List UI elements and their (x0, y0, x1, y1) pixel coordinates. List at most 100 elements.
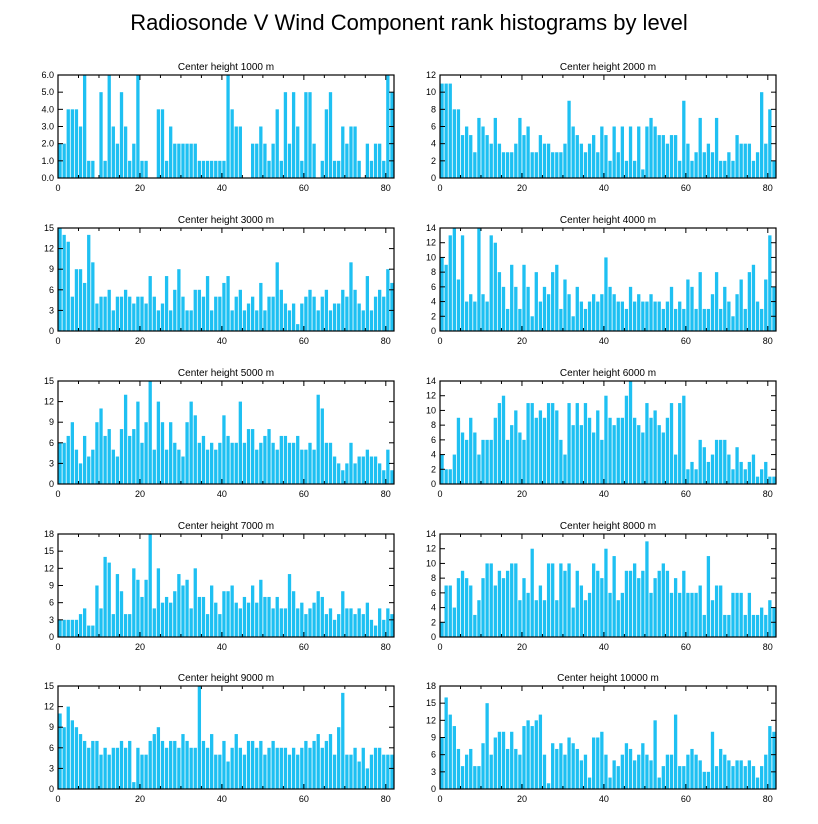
histogram-bar (530, 548, 534, 637)
histogram-bar (514, 563, 518, 637)
histogram-bar (304, 296, 308, 331)
histogram-bar (107, 289, 111, 331)
histogram-bar (115, 143, 120, 178)
histogram-bar (390, 470, 394, 484)
y-tick-label: 12 (426, 70, 436, 80)
x-tick-label: 20 (135, 794, 145, 804)
histogram-bar (551, 272, 555, 331)
plot-frame (439, 380, 777, 485)
histogram-bar (612, 760, 616, 789)
histogram-bar (373, 625, 378, 637)
histogram-bar (747, 592, 752, 637)
histogram-bar (481, 578, 485, 637)
histogram-bar (382, 470, 386, 484)
histogram-bar (156, 727, 161, 789)
histogram-bar (316, 394, 320, 484)
histogram-bar (641, 169, 645, 178)
histogram-bar (481, 743, 485, 789)
x-tick-label: 0 (437, 642, 442, 652)
histogram-bar (337, 463, 341, 484)
histogram-bar (571, 607, 575, 637)
x-tick-label: 40 (217, 183, 227, 193)
histogram-bar (473, 152, 477, 178)
y-tick-label: 8 (431, 104, 436, 114)
histogram-bar (444, 585, 448, 637)
histogram-bar (91, 449, 95, 484)
histogram-bar (604, 395, 608, 484)
y-tick-label: 6 (431, 750, 436, 760)
histogram-bar (723, 754, 727, 789)
histogram-bar (596, 570, 600, 637)
histogram-bar (119, 740, 124, 789)
histogram-bar (583, 600, 588, 637)
histogram-bar (563, 754, 567, 789)
histogram-bar (66, 241, 70, 331)
y-tick-label: 3.0 (41, 122, 54, 132)
histogram-bar (341, 470, 345, 484)
histogram-bar (768, 726, 772, 789)
histogram-bar (510, 152, 514, 178)
histogram-bar (686, 592, 690, 637)
histogram-bar (238, 747, 242, 789)
histogram-bar (119, 296, 124, 331)
histogram-bar (201, 435, 206, 484)
histogram-bar (481, 126, 485, 178)
histogram-bar (768, 476, 772, 484)
y-tick-label: 0 (431, 632, 436, 642)
histogram-bar (760, 308, 764, 331)
histogram-bar (747, 760, 752, 789)
histogram-bar (657, 777, 661, 789)
histogram-bar (123, 747, 128, 789)
histogram-bar (255, 747, 259, 789)
histogram-bar (473, 301, 477, 331)
histogram-bar (673, 454, 678, 484)
histogram-bar (702, 447, 706, 484)
histogram-bar (74, 727, 79, 789)
histogram-bar (678, 301, 682, 331)
histogram-bar (612, 126, 616, 178)
histogram-bar (469, 585, 473, 637)
histogram-bar (201, 160, 206, 178)
histogram-bar (210, 442, 214, 484)
x-tick-label: 60 (299, 489, 309, 499)
histogram-bar (694, 152, 698, 178)
histogram-bar (444, 697, 448, 789)
y-tick-label: 2.0 (41, 139, 54, 149)
y-tick-label: 9 (49, 264, 54, 274)
histogram-bar (518, 754, 522, 789)
x-tick-label: 80 (381, 794, 391, 804)
histogram-bar (345, 463, 349, 484)
histogram-bar (378, 289, 382, 331)
histogram-bar (710, 454, 715, 484)
histogram-bar (132, 303, 136, 331)
histogram-bar (559, 563, 563, 637)
histogram-bar (592, 294, 596, 331)
histogram-bar (267, 747, 271, 789)
histogram-bar (518, 308, 522, 331)
y-tick-label: 14 (426, 223, 436, 233)
histogram-bar (477, 228, 481, 331)
histogram-bar (259, 126, 263, 178)
histogram-bar (698, 272, 702, 331)
histogram-panel: Center height 7000 m 0 20 40 60 80 0 3 6 9 12 15 18 (44, 521, 395, 652)
histogram-bar (751, 454, 756, 484)
histogram-bar (637, 754, 641, 789)
plot-frame (439, 533, 777, 638)
histogram-bar (58, 228, 62, 331)
histogram-bar (222, 740, 226, 789)
x-tick-label: 60 (681, 642, 691, 652)
histogram-bar (107, 562, 111, 637)
y-tick-label: 10 (426, 87, 436, 97)
histogram-bar (514, 286, 518, 331)
histogram-bar (555, 748, 559, 789)
histogram-bar (690, 748, 694, 789)
histogram-bar (682, 766, 686, 789)
histogram-bar (312, 296, 316, 331)
histogram-bar (477, 600, 481, 637)
histogram-bar (103, 435, 107, 484)
histogram-bar (723, 160, 727, 178)
histogram-bar (653, 410, 657, 484)
histogram-bar (181, 143, 185, 178)
histogram-bar (559, 743, 563, 789)
histogram-bar (739, 461, 743, 484)
